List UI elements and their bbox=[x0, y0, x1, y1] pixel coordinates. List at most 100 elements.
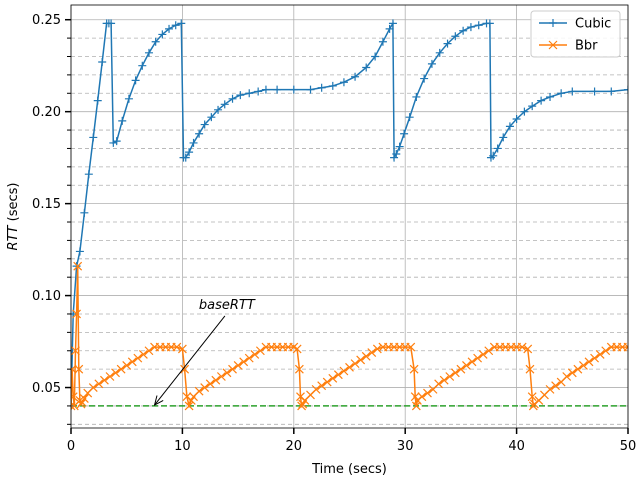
data-point-cubic bbox=[405, 113, 414, 122]
data-point-cubic bbox=[306, 85, 315, 94]
data-point-cubic bbox=[245, 89, 254, 98]
data-point-cubic bbox=[371, 52, 380, 61]
series-cubic bbox=[71, 19, 628, 410]
data-point-bbr bbox=[484, 346, 494, 356]
legend-label: Bbr bbox=[575, 39, 598, 54]
data-point-bbr bbox=[367, 348, 377, 358]
annotation-label: baseRTT bbox=[199, 298, 256, 313]
grid bbox=[70, 5, 629, 428]
data-point-bbr bbox=[73, 261, 83, 271]
data-point-bbr bbox=[595, 350, 605, 359]
data-point-cubic bbox=[443, 39, 452, 48]
data-point-bbr bbox=[523, 344, 533, 354]
data-point-cubic bbox=[109, 138, 118, 147]
data-point-bbr bbox=[72, 309, 81, 319]
data-point-cubic bbox=[75, 247, 84, 256]
data-point-bbr bbox=[144, 346, 154, 356]
x-tick-label: 20 bbox=[286, 439, 303, 454]
data-point-bbr bbox=[228, 364, 237, 374]
data-point-cubic bbox=[339, 78, 348, 87]
data-point-bbr bbox=[74, 364, 84, 374]
data-point-bbr bbox=[590, 353, 600, 363]
data-point-cubic bbox=[378, 37, 387, 46]
data-point-cubic bbox=[181, 153, 190, 162]
data-point-cubic bbox=[254, 87, 263, 96]
data-point-bbr bbox=[127, 357, 137, 367]
data-point-bbr bbox=[562, 372, 572, 381]
data-point-cubic bbox=[124, 94, 133, 103]
data-point-bbr bbox=[71, 346, 80, 356]
data-point-cubic bbox=[236, 91, 245, 100]
x-tick-label: 40 bbox=[508, 439, 525, 454]
data-point-cubic bbox=[289, 85, 298, 94]
data-point-bbr bbox=[71, 364, 77, 374]
data-point-bbr bbox=[339, 366, 349, 376]
data-point-bbr bbox=[411, 401, 421, 411]
y-axis-label-unit: (secs) bbox=[6, 183, 21, 226]
data-point-cubic bbox=[485, 19, 494, 28]
x-tick-label: 10 bbox=[174, 439, 191, 454]
data-point-bbr bbox=[579, 361, 588, 370]
data-point-cubic bbox=[84, 170, 93, 179]
data-point-cubic bbox=[317, 83, 326, 92]
data-point-cubic bbox=[395, 142, 404, 151]
axes: 0 10 20 30 40 50 0.05 0.10 0.15 0.20 0.25 Time (sec… bbox=[6, 4, 637, 477]
data-point-cubic bbox=[557, 89, 566, 98]
data-point-cubic bbox=[112, 137, 121, 146]
data-point-cubic bbox=[435, 48, 444, 57]
data-point-bbr bbox=[623, 342, 628, 352]
data-point-bbr bbox=[133, 353, 143, 363]
data-point-cubic bbox=[118, 116, 127, 125]
data-point-bbr bbox=[462, 361, 471, 370]
legend-swatch-marker bbox=[549, 19, 557, 27]
data-point-cubic bbox=[214, 105, 223, 114]
data-point-bbr bbox=[88, 383, 98, 392]
series-line-cubic bbox=[71, 20, 628, 406]
data-point-cubic bbox=[427, 59, 436, 68]
data-point-bbr bbox=[71, 392, 78, 402]
legend-item-cubic: Cubic bbox=[539, 17, 611, 32]
data-point-cubic bbox=[98, 58, 107, 67]
data-point-cubic bbox=[568, 87, 577, 96]
data-point-bbr bbox=[216, 372, 226, 381]
annotations: baseRTT bbox=[155, 298, 256, 405]
data-point-bbr bbox=[294, 364, 304, 374]
data-point-cubic bbox=[388, 19, 397, 28]
data-point-bbr bbox=[450, 368, 460, 378]
data-point-cubic bbox=[512, 115, 521, 124]
data-point-bbr bbox=[333, 370, 343, 380]
data-point-cubic bbox=[151, 37, 160, 46]
y-tick-label: 0.05 bbox=[32, 381, 61, 396]
data-point-cubic bbox=[520, 107, 529, 116]
data-point-bbr bbox=[423, 388, 432, 398]
data-point-bbr bbox=[406, 342, 416, 352]
data-point-cubic bbox=[200, 120, 209, 129]
data-point-bbr bbox=[551, 381, 561, 391]
data-point-bbr bbox=[172, 342, 182, 352]
data-point-bbr bbox=[328, 373, 338, 383]
data-point-cubic bbox=[144, 48, 153, 57]
data-point-bbr bbox=[205, 379, 215, 389]
data-point-bbr bbox=[567, 368, 577, 378]
data-point-cubic bbox=[474, 21, 483, 30]
data-point-cubic bbox=[412, 92, 421, 101]
data-point-bbr bbox=[467, 357, 477, 367]
data-point-cubic bbox=[392, 149, 401, 158]
data-point-cubic bbox=[528, 102, 537, 111]
y-tick-label: 0.20 bbox=[32, 105, 61, 120]
data-point-cubic bbox=[207, 113, 216, 122]
x-tick-label: 0 bbox=[67, 439, 75, 454]
x-axis-label: Time (secs) bbox=[311, 462, 387, 477]
data-point-bbr bbox=[356, 355, 366, 365]
data-point-bbr bbox=[445, 372, 455, 381]
data-point-cubic bbox=[177, 19, 186, 28]
data-point-bbr bbox=[250, 350, 260, 359]
series-group bbox=[71, 19, 628, 411]
data-point-bbr bbox=[322, 377, 332, 387]
data-point-bbr bbox=[527, 392, 537, 402]
data-point-cubic bbox=[385, 24, 394, 33]
x-tick-label: 50 bbox=[620, 439, 637, 454]
data-point-cubic bbox=[89, 133, 98, 142]
data-point-cubic bbox=[171, 21, 180, 30]
